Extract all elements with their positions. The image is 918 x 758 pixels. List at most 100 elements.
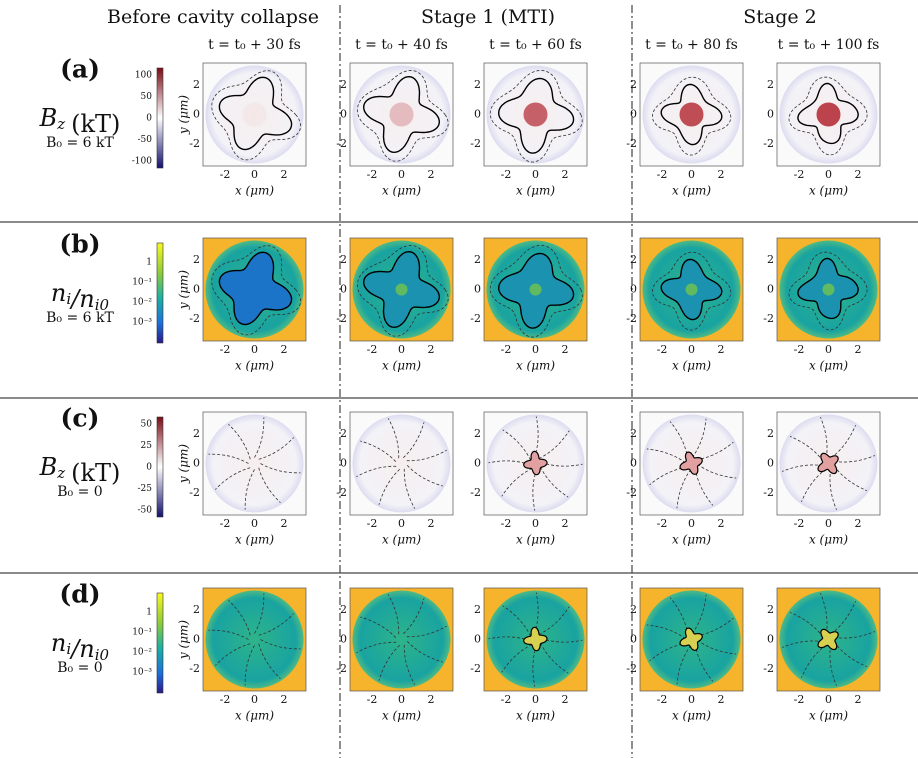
panel bbox=[349, 411, 454, 516]
radial-contour bbox=[403, 644, 416, 685]
radial-contour bbox=[403, 468, 416, 509]
y-axis-label: y (μm) bbox=[177, 620, 191, 660]
panel-frame bbox=[202, 62, 307, 167]
radial-contour bbox=[538, 606, 570, 635]
y-tick-label: -2 bbox=[763, 662, 774, 675]
radial-contour bbox=[402, 598, 425, 635]
x-tick-label: -2 bbox=[794, 343, 805, 356]
radial-contour bbox=[258, 613, 294, 636]
radial-contour bbox=[649, 642, 687, 662]
outer-contour bbox=[356, 244, 449, 337]
row-label: (b) bbox=[59, 230, 100, 259]
contour bbox=[660, 83, 723, 146]
x-tick-label: -2 bbox=[501, 343, 512, 356]
x-tick-label: 0 bbox=[398, 168, 405, 181]
y-tick-label: -2 bbox=[763, 137, 774, 150]
radial-contour bbox=[829, 469, 837, 510]
radial-contour bbox=[696, 617, 734, 637]
y-tick-label: 2 bbox=[474, 253, 481, 266]
x-axis-label: x (μm) bbox=[516, 359, 555, 373]
x-axis-label: x (μm) bbox=[382, 359, 421, 373]
panel-frame bbox=[639, 587, 744, 692]
y-tick-label: 0 bbox=[193, 457, 200, 470]
quantity-part: B bbox=[39, 453, 58, 481]
x-axis-label: x (μm) bbox=[809, 709, 848, 723]
radial-contour bbox=[215, 643, 251, 666]
y-tick-label: 2 bbox=[193, 78, 200, 91]
outer-contour bbox=[211, 245, 302, 336]
time-label: t = t₀ + 100 fs bbox=[778, 37, 880, 53]
y-tick-label: 0 bbox=[474, 283, 481, 296]
y-tick-label: 2 bbox=[767, 78, 774, 91]
x-tick-label: 2 bbox=[562, 343, 569, 356]
colorbar-tick-label: 0 bbox=[146, 114, 152, 124]
colorbar-tick-label: 10⁻¹ bbox=[132, 628, 152, 638]
contour bbox=[679, 627, 703, 651]
separators bbox=[0, 5, 918, 758]
x-axis-label: x (μm) bbox=[516, 533, 555, 547]
y-tick-label: -2 bbox=[626, 662, 637, 675]
panel bbox=[349, 237, 454, 342]
y-tick-label: 0 bbox=[340, 108, 347, 121]
column-header: Before cavity collapse bbox=[107, 6, 319, 28]
radial-contour bbox=[834, 631, 875, 639]
x-tick-label: 2 bbox=[855, 693, 862, 706]
radial-contour bbox=[697, 639, 737, 655]
panel bbox=[202, 411, 307, 516]
x-tick-label: -2 bbox=[657, 517, 668, 530]
x-tick-label: 2 bbox=[718, 693, 725, 706]
panel bbox=[639, 587, 744, 692]
x-tick-label: 0 bbox=[251, 517, 258, 530]
radial-contour bbox=[356, 465, 397, 478]
radial-contour bbox=[502, 605, 531, 637]
y-tick-label: 0 bbox=[193, 633, 200, 646]
y-tick-label: 0 bbox=[474, 633, 481, 646]
radial-contour bbox=[534, 592, 539, 634]
radial-contour bbox=[402, 422, 425, 459]
radial-contour bbox=[208, 453, 249, 464]
radial-contour bbox=[691, 594, 707, 634]
row-label: (a) bbox=[60, 55, 100, 84]
disk bbox=[205, 590, 304, 689]
column-header: Stage 2 bbox=[743, 6, 817, 28]
y-axis-label: y (μm) bbox=[177, 444, 191, 484]
contour bbox=[679, 451, 703, 475]
core bbox=[389, 102, 414, 127]
y-tick-label: 0 bbox=[630, 457, 637, 470]
x-tick-label: 0 bbox=[688, 168, 695, 181]
outer-contour bbox=[651, 251, 732, 331]
quantity-part: /n bbox=[69, 635, 95, 663]
x-axis-label: x (μm) bbox=[809, 533, 848, 547]
radial-contour bbox=[782, 464, 823, 472]
x-tick-label: 0 bbox=[398, 343, 405, 356]
y-tick-label: 2 bbox=[630, 253, 637, 266]
x-tick-label: 2 bbox=[281, 517, 288, 530]
quantity-unit: (kT) bbox=[71, 110, 120, 138]
panel bbox=[483, 62, 588, 167]
y-tick-label: 2 bbox=[193, 253, 200, 266]
panel-frame bbox=[483, 62, 588, 167]
radial-contour bbox=[669, 421, 689, 459]
radial-contour bbox=[258, 467, 281, 503]
contour bbox=[523, 450, 548, 476]
y-tick-label: -2 bbox=[763, 486, 774, 499]
radial-contour bbox=[789, 436, 824, 462]
radial-contour bbox=[228, 600, 251, 636]
radial-contour bbox=[541, 638, 583, 643]
y-tick-label: 0 bbox=[767, 283, 774, 296]
panel-frame bbox=[776, 237, 881, 342]
x-tick-label: 2 bbox=[428, 517, 435, 530]
panel-frame bbox=[349, 411, 454, 516]
x-tick-label: 2 bbox=[718, 168, 725, 181]
condition: B₀ = 0 bbox=[57, 660, 102, 676]
panel-frame bbox=[776, 587, 881, 692]
row-label: (c) bbox=[61, 404, 100, 433]
disk bbox=[352, 590, 451, 689]
radial-contour bbox=[356, 641, 397, 654]
panel-frame bbox=[776, 411, 881, 516]
x-tick-label: -2 bbox=[367, 168, 378, 181]
y-tick-label: -2 bbox=[626, 312, 637, 325]
radial-contour bbox=[534, 416, 539, 458]
x-tick-label: -2 bbox=[367, 693, 378, 706]
